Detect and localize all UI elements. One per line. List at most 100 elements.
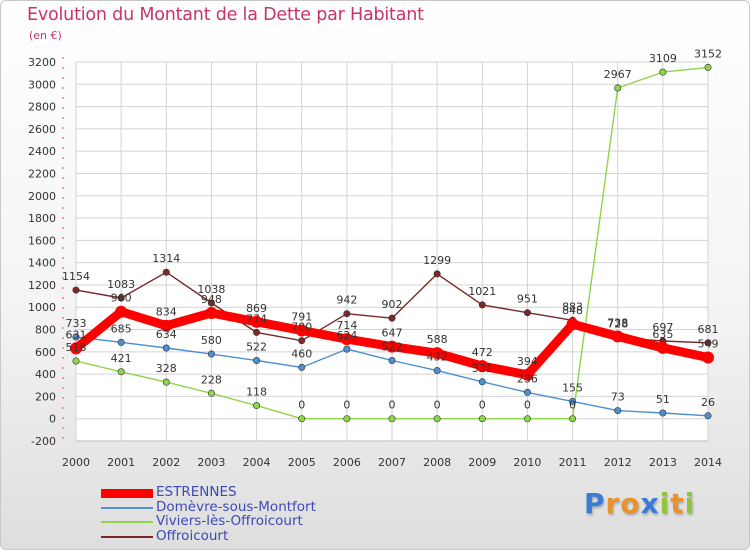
series-point [659,409,667,417]
legend-label-estrennes: ESTRENNES [156,484,237,500]
series-point [569,415,577,423]
series-point [704,339,712,347]
y-tick-label: 2400 [28,145,56,158]
chart-unit: (en €) [29,29,62,42]
y-tick-label: 2800 [28,101,56,114]
series-point [611,330,624,343]
legend-swatch-viviers [101,521,153,524]
data-label: 960 [111,292,132,305]
data-label: 697 [652,321,673,334]
data-label: 942 [336,294,357,307]
series-point [343,310,351,318]
data-label: 1314 [152,252,180,265]
proxiti-logo: Proxiti [584,487,695,520]
x-tick-label: 2005 [288,456,316,469]
data-label: 738 [607,316,628,329]
series-point [433,270,441,278]
series-point [72,357,80,365]
series-point [388,314,396,322]
data-label: 0 [389,399,396,412]
x-tick-label: 2010 [513,456,541,469]
data-label: 580 [201,334,222,347]
data-label: 1038 [197,283,225,296]
data-label: 518 [66,341,87,354]
data-label: 328 [156,362,177,375]
series-point [478,378,486,386]
data-label: 1021 [468,285,496,298]
legend-swatch-estrennes [101,489,153,498]
legend-item-offroicourt: Offroicourt [101,528,361,546]
series-point [295,324,308,337]
series-point [250,315,263,328]
data-label: 432 [427,351,448,364]
series-point [659,68,667,76]
x-tick-label: 2013 [649,456,677,469]
series-point [70,342,82,355]
series-point [207,350,215,358]
data-label: 421 [111,352,132,365]
data-label: 791 [291,311,312,324]
x-tick-label: 2007 [378,456,406,469]
data-label: 0 [343,399,350,412]
data-label: 472 [472,346,493,359]
series-point [478,301,486,309]
legend-item-estrennes: ESTRENNES [101,484,361,502]
data-label: 774 [246,312,267,325]
y-tick-label: 2600 [28,123,56,136]
data-label: 634 [156,328,177,341]
x-tick-label: 2009 [468,456,496,469]
y-tick-label: 200 [35,390,56,403]
data-label: 1083 [107,278,135,291]
series-point [614,407,622,415]
data-label: 394 [517,355,538,368]
series-point [433,367,441,375]
logo-letter: o [620,487,641,520]
y-tick-label: 1000 [28,301,56,314]
x-tick-label: 2008 [423,456,451,469]
data-label: 681 [698,323,719,336]
data-label: 236 [517,372,538,385]
data-label: 0 [298,399,305,412]
legend-label-offroicourt: Offroicourt [156,528,229,545]
data-label: 685 [111,322,132,335]
x-tick-label: 2001 [107,456,135,469]
data-label: 26 [701,396,715,409]
data-label: 1154 [62,270,90,283]
series-point [117,368,125,376]
series-point [340,333,353,346]
y-tick-label: 2200 [28,167,56,180]
data-label: 228 [201,373,222,386]
logo-letter: t [670,487,685,520]
x-tick-label: 2000 [62,456,90,469]
x-tick-label: 2004 [243,456,271,469]
data-label: 0 [434,399,441,412]
series-point [521,368,534,381]
data-label: 834 [156,306,177,319]
x-tick-label: 2014 [694,456,722,469]
data-label: 155 [562,381,583,394]
data-label: 631 [66,328,87,341]
data-label: 0 [479,399,486,412]
data-label: 2967 [604,68,632,81]
series-point [117,294,125,302]
series-point [253,402,261,410]
series-point [160,319,173,332]
series-point [656,341,669,354]
x-tick-label: 2012 [604,456,632,469]
series-point [343,345,351,353]
legend-item-domevre: Domèvre-sous-Montfort [101,499,361,517]
data-label: 3109 [649,52,677,65]
y-tick-label: 400 [35,368,56,381]
data-label: 118 [246,386,267,399]
data-label: 522 [246,341,267,354]
series-point [298,337,306,345]
data-label: 73 [611,391,625,404]
legend-swatch-offroicourt [101,536,153,539]
series-point [162,344,170,352]
x-tick-label: 2003 [197,456,225,469]
data-label: 331 [472,362,493,375]
logo-letter: i [659,487,671,520]
legend-item-viviers: Viviers-lès-Offroicourt [101,513,361,531]
data-label: 647 [382,327,403,340]
